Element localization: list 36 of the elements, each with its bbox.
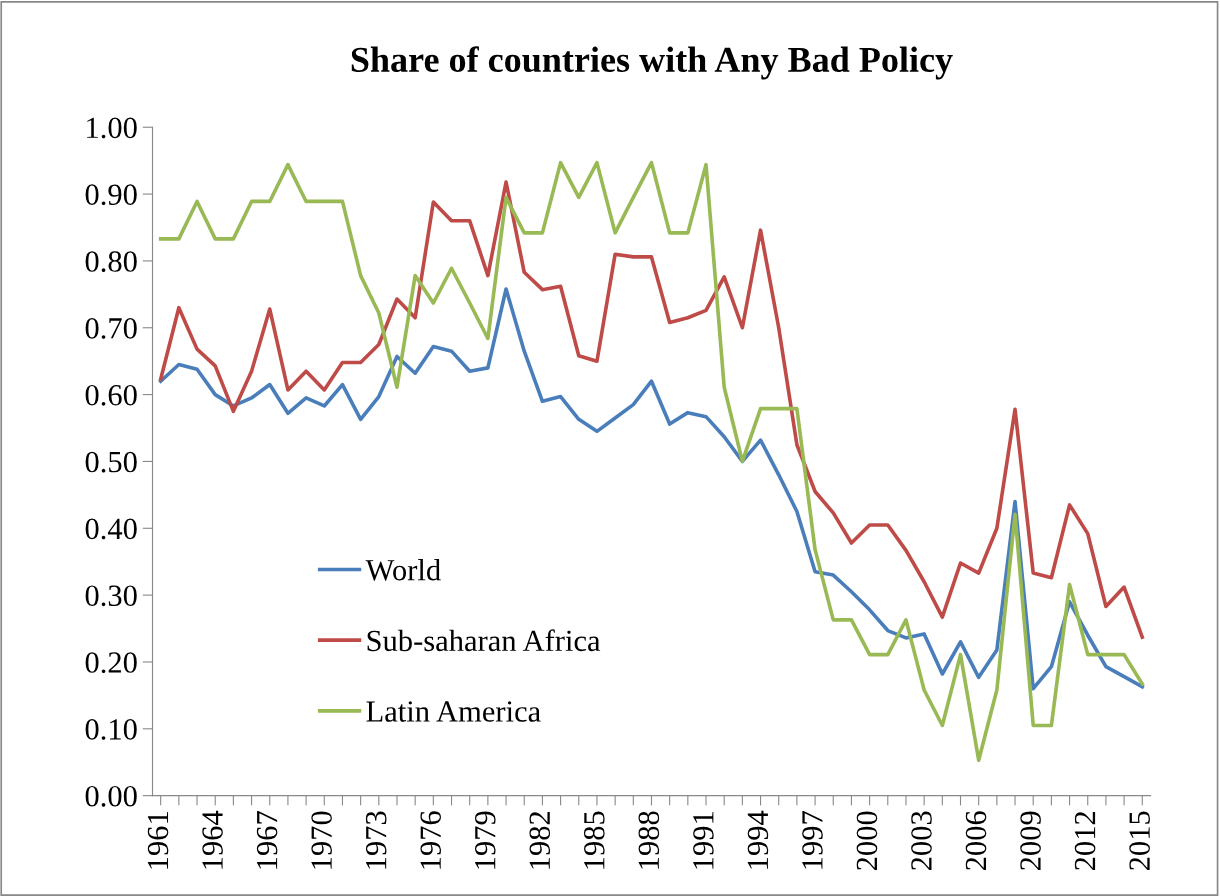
- x-tick-label: 1982: [529, 811, 551, 869]
- y-tick-label: 0.90: [85, 184, 137, 206]
- x-tick-label: 2003: [911, 811, 932, 870]
- x-tick-label: 2012: [1074, 811, 1096, 870]
- x-tick-label: 1988: [638, 811, 660, 869]
- y-tick-label: 0.80: [85, 251, 137, 272]
- y-tick-label: 0.00: [85, 785, 137, 807]
- legend-label: World: [365, 558, 441, 581]
- x-tick-label: 1964: [202, 810, 223, 869]
- x-tick-label: 1979: [474, 811, 496, 869]
- x-tick-label: 1961: [147, 812, 169, 869]
- x-tick-label: 2015: [1129, 811, 1150, 870]
- x-tick-label: 1985: [583, 811, 605, 869]
- y-tick-label: 0.70: [85, 318, 137, 339]
- chart-title: Share of countries with Any Bad Policy: [351, 46, 953, 80]
- x-tick-label: 2009: [1020, 811, 1041, 870]
- x-tick-label: 1970: [311, 811, 332, 869]
- y-tick-label: 0.50: [85, 451, 137, 473]
- y-tick-label: 1.00: [87, 117, 137, 139]
- x-tick-label: 2006: [965, 811, 987, 870]
- line-series: [158, 287, 1145, 691]
- y-tick-label: 0.20: [85, 652, 137, 673]
- x-tick-label: 1967: [256, 811, 278, 869]
- line-series: [158, 160, 1145, 763]
- y-tick-label: 0.40: [85, 518, 137, 540]
- legend-label: Sub-saharan Africa: [367, 629, 601, 652]
- y-tick-label: 0.30: [85, 585, 137, 607]
- y-tick-label: 0.10: [85, 719, 137, 740]
- x-tick-label: 1994: [747, 810, 769, 869]
- x-tick-label: 2000: [856, 811, 878, 870]
- x-tick-label: 1991: [693, 812, 714, 869]
- legend-label: Latin America: [366, 701, 541, 722]
- y-tick-label: 0.60: [85, 384, 137, 406]
- x-tick-label: 1976: [420, 811, 441, 869]
- x-tick-label: 1973: [365, 811, 387, 869]
- x-tick-label: 1997: [802, 811, 823, 869]
